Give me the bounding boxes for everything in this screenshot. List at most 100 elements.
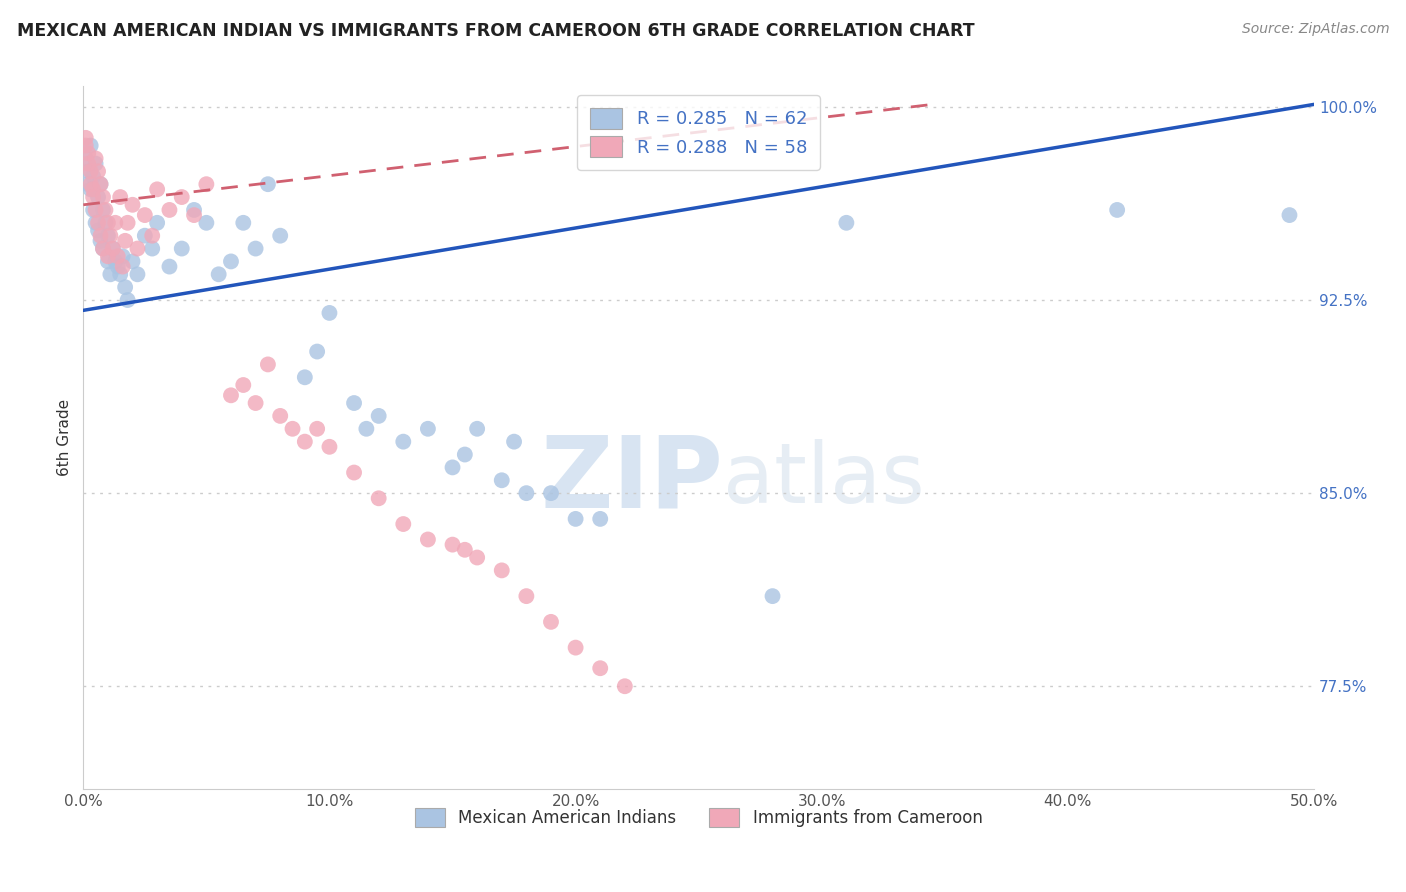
Point [441, 460, 464, 475]
Point [503, 434, 526, 449]
Point [107, 249, 129, 263]
Point [232, 378, 254, 392]
Point [89, 228, 111, 243]
Point [97, 228, 120, 243]
Point [82, 202, 104, 217]
Point [416, 533, 439, 547]
Point [75, 152, 97, 166]
Point [343, 396, 366, 410]
Point [141, 242, 163, 256]
Point [589, 661, 612, 675]
Point [127, 268, 149, 282]
Point [195, 177, 218, 191]
Point [87, 190, 110, 204]
Point [343, 466, 366, 480]
Point [392, 516, 415, 531]
Text: atlas: atlas [723, 440, 925, 520]
Point [91, 190, 114, 204]
Point [91, 242, 114, 256]
Point [454, 542, 477, 557]
Point [75, 131, 97, 145]
Point [84, 216, 107, 230]
Point [245, 396, 267, 410]
Point [77, 156, 100, 170]
Point [87, 223, 110, 237]
Point [465, 550, 488, 565]
Point [318, 440, 340, 454]
Point [79, 182, 101, 196]
Point [134, 208, 156, 222]
Point [107, 260, 129, 274]
Point [540, 486, 562, 500]
Point [416, 422, 439, 436]
Point [232, 216, 254, 230]
Point [110, 268, 132, 282]
Point [114, 280, 136, 294]
Point [77, 164, 100, 178]
Point [195, 216, 218, 230]
Point [77, 146, 100, 161]
Point [89, 177, 111, 191]
Point [146, 216, 169, 230]
Point [761, 589, 783, 603]
Point [104, 254, 127, 268]
Point [589, 512, 612, 526]
Point [82, 169, 104, 184]
Point [515, 486, 537, 500]
Point [146, 182, 169, 196]
Point [515, 589, 537, 603]
Point [454, 448, 477, 462]
Point [491, 473, 513, 487]
Point [77, 177, 100, 191]
Point [564, 512, 586, 526]
Point [97, 249, 120, 263]
Point [392, 434, 415, 449]
Point [114, 234, 136, 248]
Point [121, 198, 143, 212]
Point [141, 228, 163, 243]
Point [134, 228, 156, 243]
Point [98, 268, 121, 282]
Point [82, 190, 104, 204]
Point [367, 409, 389, 423]
Point [104, 216, 127, 230]
Point [307, 422, 329, 436]
Point [257, 177, 280, 191]
Point [111, 249, 134, 263]
Point [101, 242, 124, 256]
Text: ZIP: ZIP [540, 432, 723, 528]
Point [1278, 208, 1301, 222]
Point [87, 216, 110, 230]
Point [318, 306, 340, 320]
Point [294, 370, 316, 384]
Point [269, 228, 291, 243]
Point [111, 260, 134, 274]
Point [208, 268, 231, 282]
Point [127, 242, 149, 256]
Point [159, 260, 181, 274]
Point [219, 254, 242, 268]
Point [84, 156, 107, 170]
Point [98, 228, 121, 243]
Point [491, 563, 513, 577]
Point [613, 679, 636, 693]
Point [97, 254, 120, 268]
Point [183, 208, 205, 222]
Point [79, 164, 101, 178]
Point [91, 202, 114, 217]
Point [564, 640, 586, 655]
Point [170, 190, 193, 204]
Point [307, 344, 329, 359]
Point [110, 190, 132, 204]
Point [117, 216, 139, 230]
Y-axis label: 6th Grade: 6th Grade [58, 400, 72, 476]
Point [79, 138, 101, 153]
Point [183, 202, 205, 217]
Point [219, 388, 242, 402]
Point [465, 422, 488, 436]
Point [87, 164, 110, 178]
Point [94, 216, 117, 230]
Point [159, 202, 181, 217]
Point [89, 234, 111, 248]
Point [75, 138, 97, 153]
